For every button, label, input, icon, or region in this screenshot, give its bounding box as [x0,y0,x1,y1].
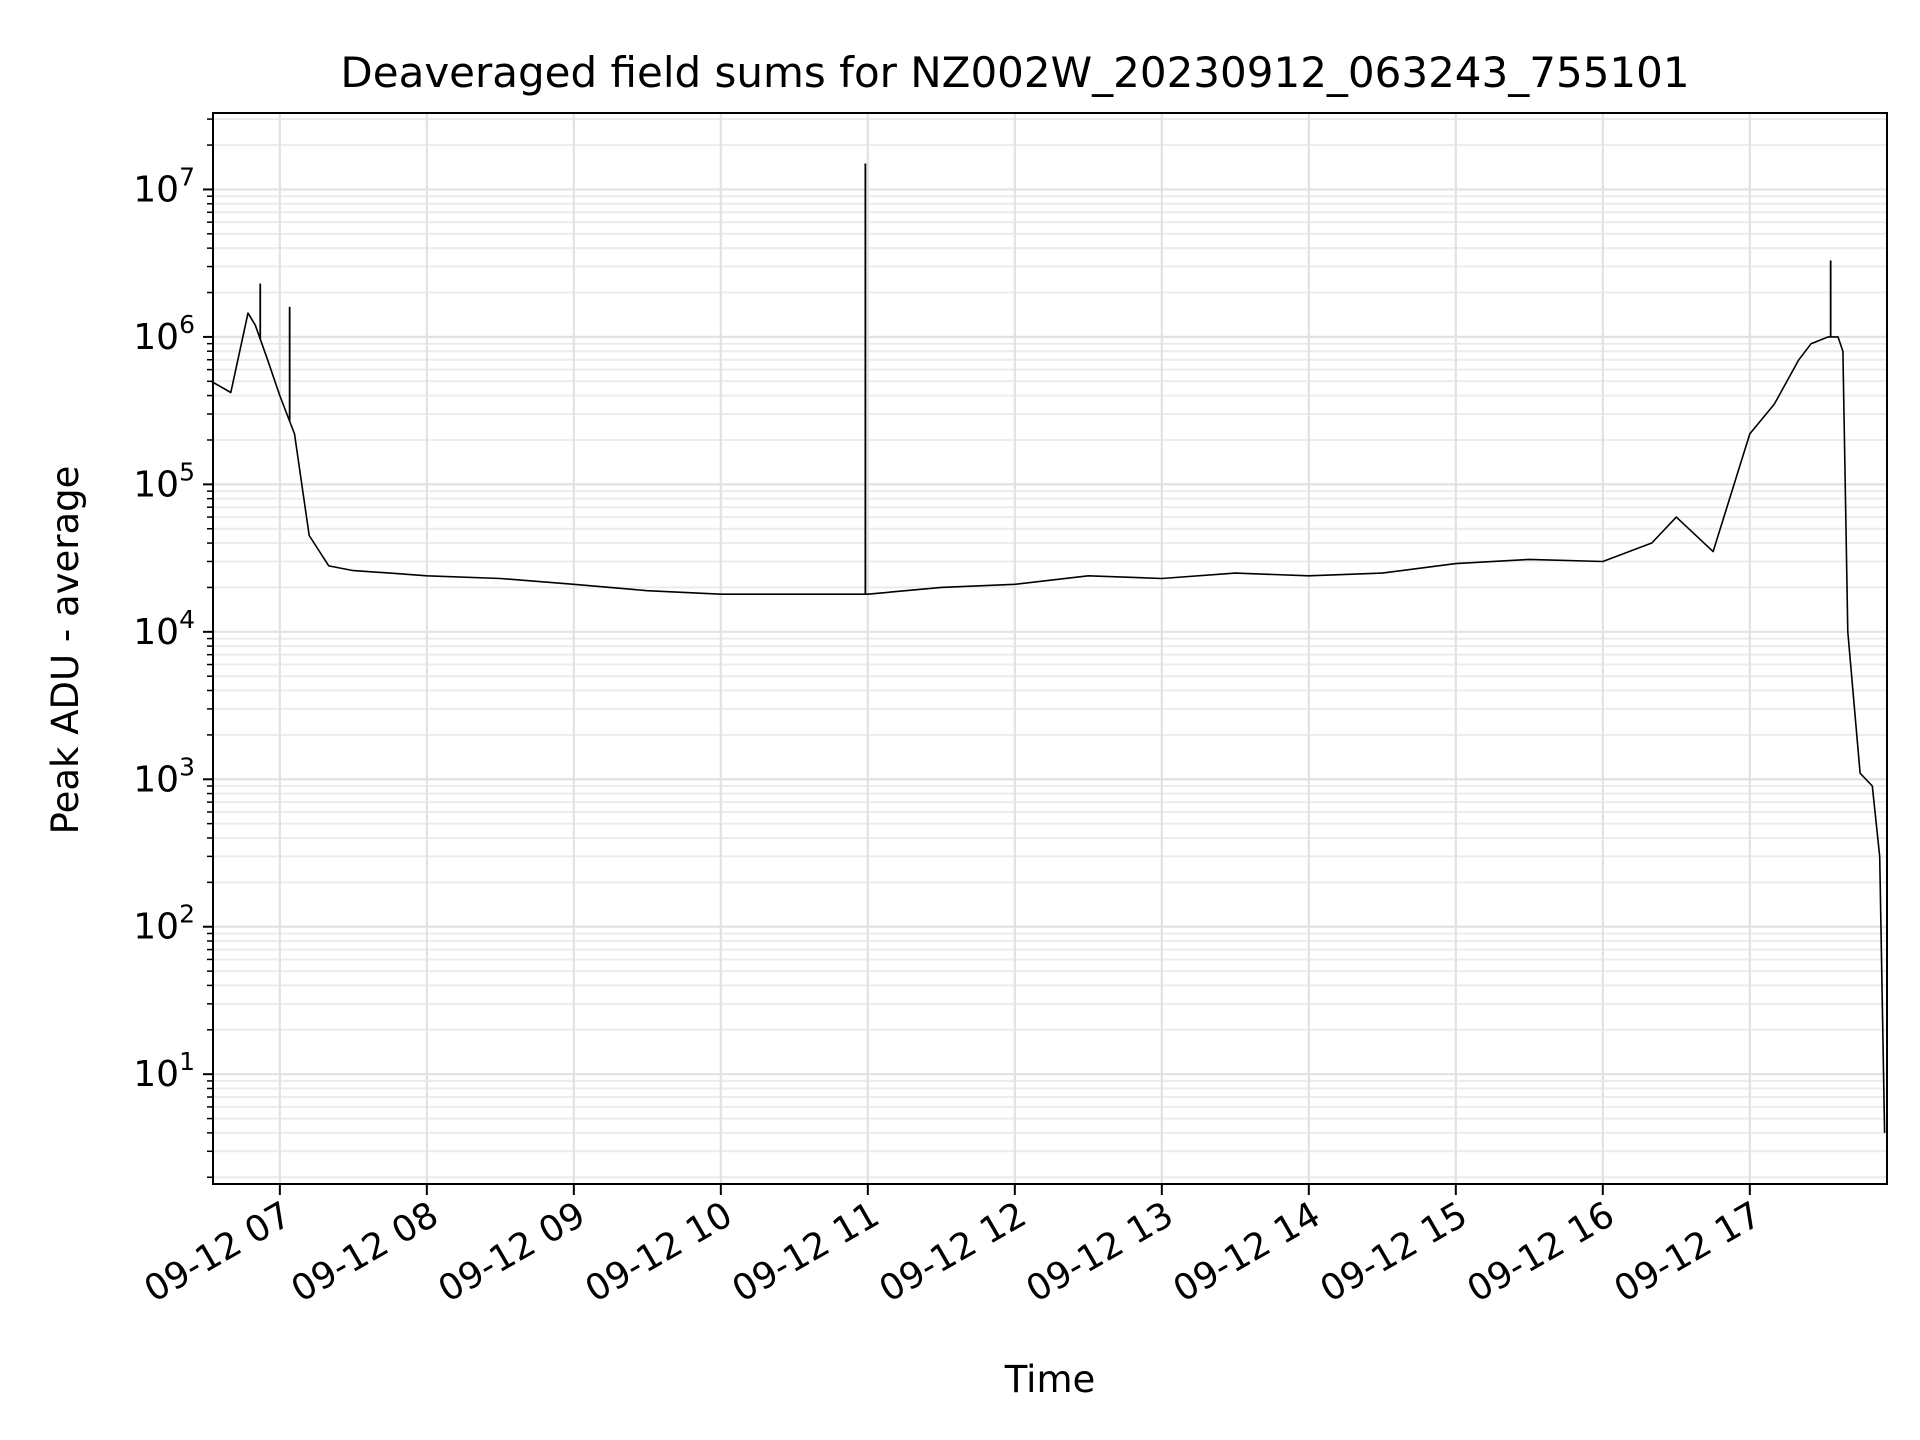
x-tick-label: 09-12 14 [1167,1194,1328,1310]
x-tick-label: 09-12 08 [285,1194,446,1310]
x-tick-label: 09-12 11 [726,1194,887,1310]
x-tick-label: 09-12 09 [432,1194,593,1310]
x-tick-label: 09-12 07 [138,1194,299,1310]
x-tick-label: 09-12 12 [873,1194,1034,1310]
y-tick-base: 10 [133,612,179,653]
y-tick-label: 103 [133,752,195,800]
x-tick-label: 09-12 15 [1314,1194,1475,1310]
y-tick-base: 10 [133,759,179,800]
data-series [210,163,1886,1133]
y-tick-exponent: 2 [179,900,195,929]
y-axis-label: Peak ADU - average [44,466,87,835]
y-tick-exponent: 7 [179,162,195,191]
x-tick-label: 09-12 16 [1461,1194,1622,1310]
y-tick-label: 104 [133,605,195,653]
y-tick-exponent: 1 [179,1047,195,1076]
x-axis-label: Time [1004,1358,1096,1401]
y-tick-label: 107 [133,162,195,210]
y-tick-base: 10 [133,317,179,358]
grid [213,113,1887,1184]
y-tick-base: 10 [133,169,179,210]
y-tick-label: 102 [133,900,195,948]
chart-title: Deaveraged field sums for NZ002W_2023091… [340,48,1689,97]
y-tick-exponent: 4 [179,605,195,634]
y-tick-base: 10 [133,1054,179,1095]
x-tick-label: 09-12 13 [1020,1194,1181,1310]
y-tick-base: 10 [133,907,179,948]
y-tick-label: 105 [133,457,195,505]
y-tick-exponent: 5 [179,457,195,486]
plot-frame [212,112,1888,1185]
y-tick-label: 101 [133,1047,195,1095]
y-tick-label: 106 [133,310,195,358]
y-tick-exponent: 3 [179,752,195,781]
y-tick-exponent: 6 [179,310,195,339]
y-tick-base: 10 [133,464,179,505]
x-tick-label: 09-12 10 [579,1194,740,1310]
x-tick-label: 09-12 17 [1608,1194,1769,1310]
series-line [210,312,1886,1133]
